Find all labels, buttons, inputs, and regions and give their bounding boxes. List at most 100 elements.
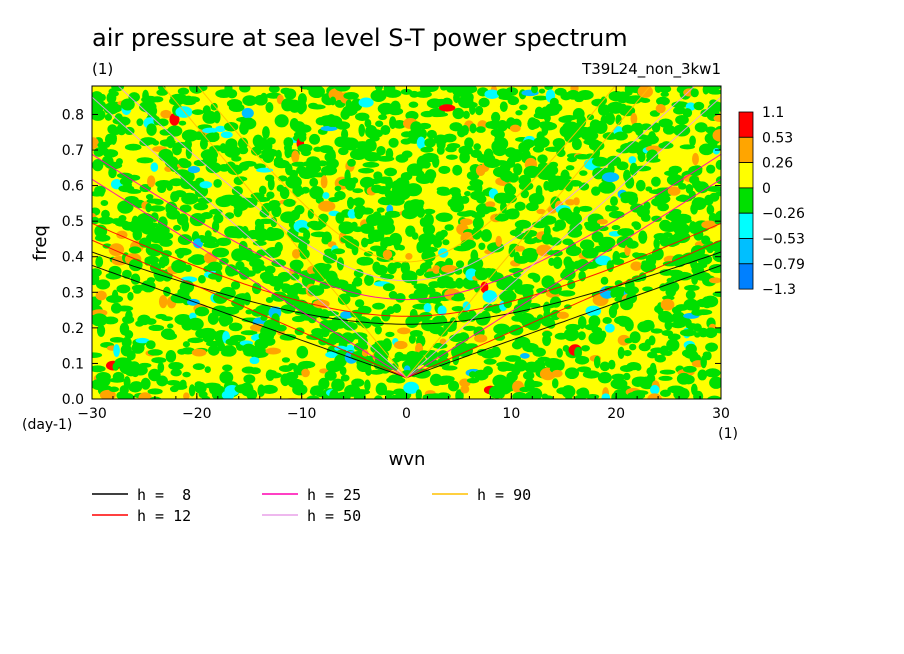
field-blob	[496, 120, 508, 132]
curve-h25-gravity	[92, 153, 721, 301]
field-blob	[214, 269, 223, 283]
field-blob	[469, 123, 477, 134]
field-blob	[95, 256, 104, 268]
field-blob	[643, 201, 651, 211]
field-blob	[531, 86, 539, 94]
field-blob	[552, 226, 561, 232]
field-blob	[260, 384, 278, 394]
field-blob	[471, 229, 484, 238]
field-blob	[395, 293, 406, 303]
colorbar-level-label: 0.26	[762, 156, 793, 172]
field-blob	[509, 124, 521, 133]
field-blob	[713, 114, 721, 123]
field-blob	[215, 237, 232, 247]
field-blob	[138, 362, 152, 368]
field-blob	[258, 185, 267, 196]
field-blob	[198, 275, 206, 284]
field-blob	[240, 117, 257, 130]
field-blob	[352, 197, 365, 207]
y-tick-label: 0.3	[62, 285, 84, 301]
field-blob	[565, 165, 575, 171]
field-blob	[658, 375, 673, 381]
field-blob	[447, 380, 460, 392]
field-blob	[351, 279, 363, 287]
field-blob	[601, 393, 611, 399]
field-blob	[380, 124, 391, 136]
field-blob	[266, 191, 275, 199]
field-blob	[551, 369, 563, 378]
field-blob	[133, 288, 142, 294]
field-blob	[382, 283, 395, 292]
field-blob	[316, 160, 328, 167]
field-blob	[178, 120, 187, 126]
field-blob	[710, 106, 721, 112]
field-blob	[318, 200, 336, 212]
field-blob	[600, 276, 609, 285]
field-blob	[435, 212, 453, 222]
field-blob	[657, 202, 669, 212]
field-blob	[376, 145, 386, 156]
field-blob	[203, 242, 220, 249]
field-blob	[512, 391, 528, 399]
field-blob	[222, 364, 233, 372]
field-blob	[604, 323, 615, 333]
field-blob	[382, 249, 393, 260]
field-blob	[171, 259, 187, 273]
field-blob	[426, 129, 437, 139]
field-blob	[556, 311, 569, 319]
field-blob	[211, 247, 230, 258]
field-blob	[508, 186, 517, 196]
field-blob	[673, 387, 690, 399]
field-blob	[124, 143, 142, 151]
field-blob	[116, 284, 131, 294]
field-blob	[598, 181, 616, 194]
field-blob	[483, 358, 497, 365]
field-blob	[459, 151, 470, 164]
field-blob	[140, 377, 151, 390]
field-blob	[424, 260, 433, 267]
field-blob	[464, 191, 471, 197]
field-blob	[492, 145, 507, 157]
field-blob	[299, 248, 310, 260]
field-blob	[442, 239, 450, 246]
field-blob	[692, 152, 699, 166]
field-blob	[140, 224, 157, 235]
field-blob	[647, 131, 657, 144]
field-blob	[629, 331, 641, 344]
field-blob	[408, 101, 419, 108]
field-blob	[659, 389, 671, 397]
field-blob	[706, 185, 721, 192]
field-blob	[480, 310, 491, 324]
field-blob	[106, 294, 124, 304]
field-blob	[581, 345, 590, 352]
field-blob	[438, 165, 451, 175]
field-blob	[416, 136, 426, 150]
field-blob	[116, 305, 134, 312]
field-blob	[514, 201, 526, 211]
x-tick-label: 0	[402, 406, 411, 422]
field-blob	[508, 267, 524, 274]
field-blob	[712, 129, 721, 142]
field-blob	[598, 236, 616, 249]
field-blob	[605, 205, 619, 212]
field-blob	[167, 323, 174, 329]
field-blob	[124, 330, 134, 339]
field-blob	[183, 285, 190, 298]
field-blob	[382, 338, 392, 352]
field-blob	[224, 145, 241, 158]
field-blob	[105, 161, 123, 170]
field-blob	[648, 335, 656, 346]
field-blob	[597, 225, 609, 232]
field-blob	[434, 377, 450, 386]
field-blob	[499, 101, 508, 112]
field-blob	[329, 96, 337, 106]
field-blob	[704, 368, 721, 378]
field-blob	[626, 240, 639, 249]
x-tick-label: 10	[502, 406, 520, 422]
field-blob	[480, 229, 492, 242]
field-blob	[592, 156, 609, 167]
title-units: (1)	[92, 60, 113, 78]
field-blob	[92, 159, 104, 172]
field-blob	[522, 139, 535, 149]
